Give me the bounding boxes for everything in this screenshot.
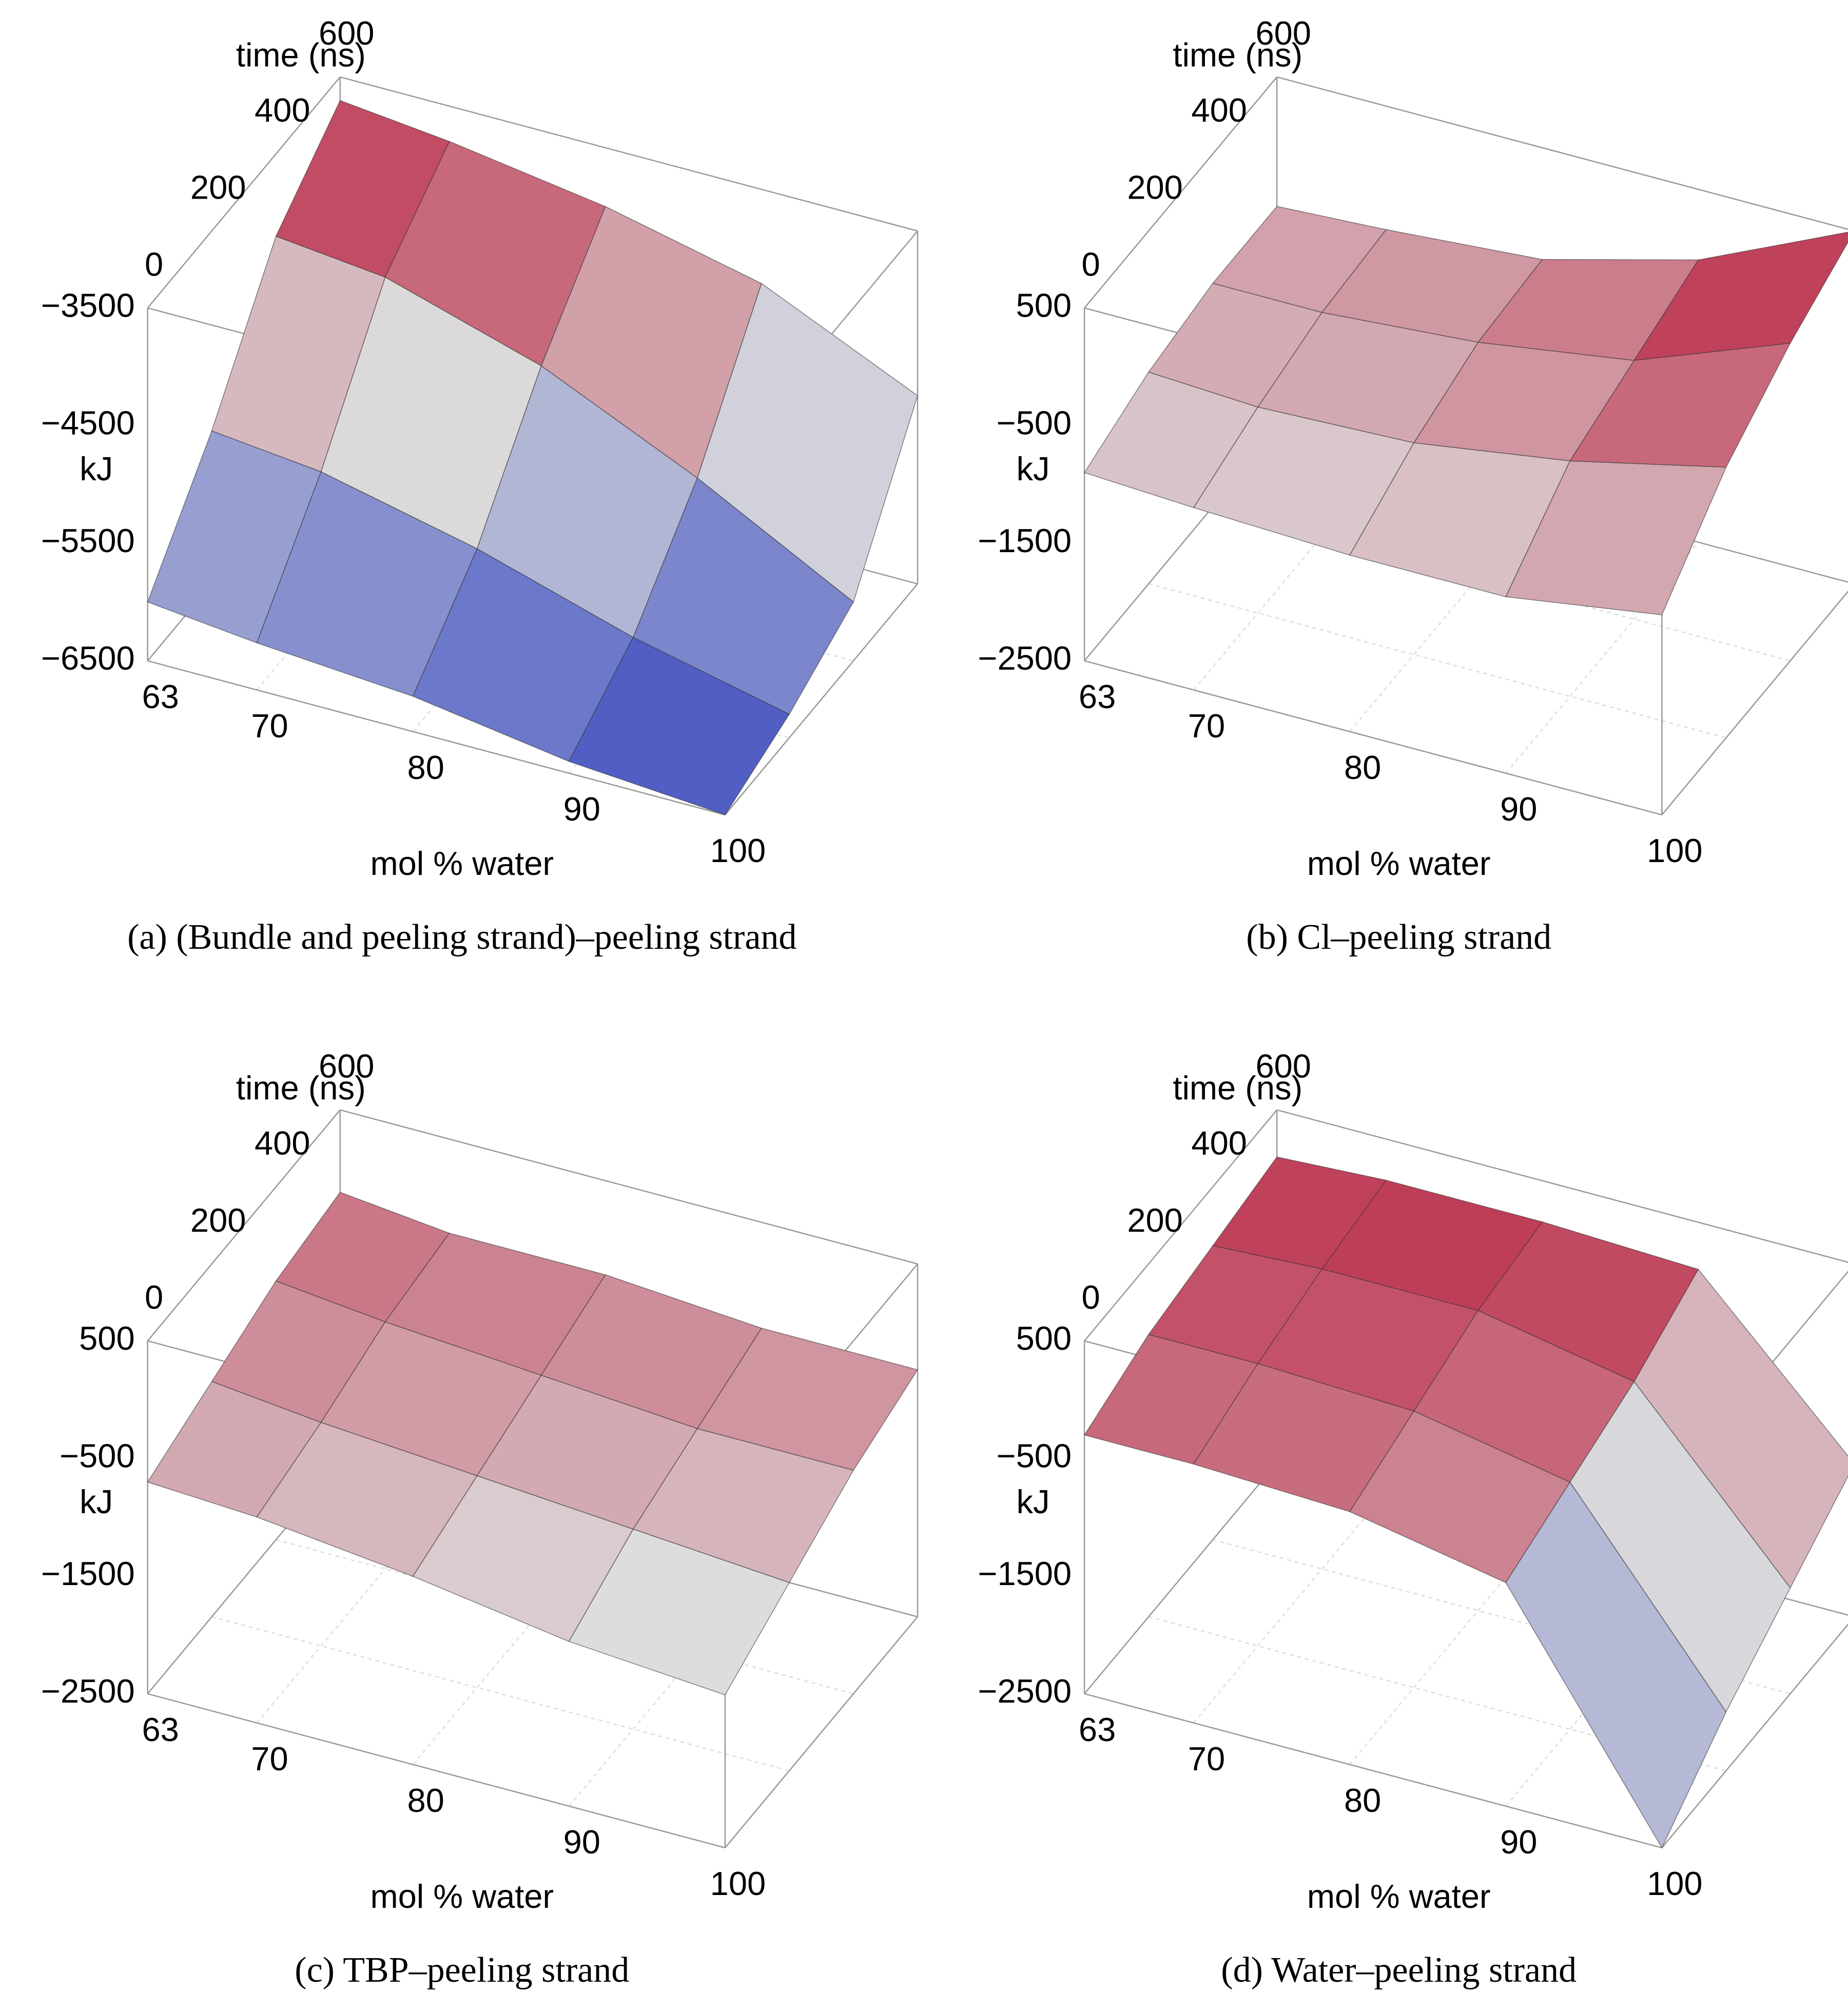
y-tick-label: 400 bbox=[1191, 91, 1247, 129]
y-axis-label: time (ns) bbox=[1173, 36, 1302, 74]
y-tick-label: 600 bbox=[1255, 14, 1311, 52]
z-tick-label: 500 bbox=[79, 1319, 134, 1357]
x-axis-label: mol % water bbox=[1307, 845, 1491, 882]
x-tick-label: 63 bbox=[1079, 678, 1116, 715]
box-edge bbox=[724, 583, 918, 815]
box-edge bbox=[147, 1693, 726, 1849]
x-tick-label: 63 bbox=[1079, 1711, 1116, 1748]
x-tick-label: 100 bbox=[710, 1865, 766, 1902]
z-tick-label: 500 bbox=[1016, 286, 1072, 324]
y-tick-label: 600 bbox=[319, 1047, 374, 1085]
x-tick-label: 63 bbox=[142, 1711, 179, 1748]
y-axis-label: time (ns) bbox=[236, 1069, 366, 1107]
box-edge bbox=[724, 1616, 918, 1848]
x-tick-label: 70 bbox=[251, 1740, 288, 1777]
x-tick-label: 100 bbox=[710, 832, 766, 869]
z-tick-label: −1500 bbox=[978, 1555, 1072, 1592]
y-tick-label: 400 bbox=[255, 91, 310, 129]
y-axis-label: time (ns) bbox=[1173, 1069, 1302, 1107]
y-tick-label: 600 bbox=[1255, 1047, 1311, 1085]
x-tick-label: 70 bbox=[1188, 707, 1225, 745]
x-tick-label: 70 bbox=[1188, 1740, 1225, 1777]
y-tick-label: 400 bbox=[1191, 1124, 1247, 1162]
caption: (c) TBP–peeling strand bbox=[295, 1950, 629, 1990]
y-tick-label: 400 bbox=[255, 1124, 310, 1162]
surface-patch bbox=[1505, 1481, 1727, 1849]
z-axis-label: kJ bbox=[80, 1483, 113, 1520]
z-tick-label: −2500 bbox=[978, 1672, 1072, 1710]
y-tick-label: 200 bbox=[190, 1201, 246, 1239]
y-tick-label: 0 bbox=[145, 1278, 163, 1316]
box-edge bbox=[1084, 76, 1278, 308]
x-tick-label: 90 bbox=[563, 1823, 600, 1861]
x-axis-label: mol % water bbox=[370, 1878, 554, 1915]
box-edge bbox=[1084, 1693, 1662, 1849]
grid-line bbox=[1661, 590, 1848, 815]
x-tick-label: 100 bbox=[1647, 832, 1702, 869]
z-tick-label: −2500 bbox=[978, 639, 1072, 677]
z-tick-label: 500 bbox=[1016, 1319, 1072, 1357]
x-tick-label: 90 bbox=[563, 790, 600, 828]
box-edge bbox=[147, 660, 726, 816]
caption: (a) (Bundle and peeling strand)–peeling … bbox=[127, 917, 796, 957]
x-tick-label: 100 bbox=[1647, 1865, 1702, 1902]
x-tick-label: 80 bbox=[1344, 1782, 1381, 1819]
z-axis-label: kJ bbox=[1017, 1483, 1050, 1520]
box-edge bbox=[1084, 1462, 1278, 1694]
y-tick-label: 0 bbox=[1082, 245, 1100, 283]
z-axis-label: kJ bbox=[1017, 450, 1050, 487]
x-tick-label: 63 bbox=[142, 678, 179, 715]
z-tick-label: −4500 bbox=[41, 404, 135, 442]
box-edge bbox=[1084, 660, 1662, 816]
z-tick-label: −500 bbox=[997, 1437, 1072, 1475]
z-axis-label: kJ bbox=[80, 450, 113, 487]
y-tick-label: 200 bbox=[190, 168, 246, 206]
x-tick-label: 80 bbox=[407, 749, 444, 786]
box-edge bbox=[1084, 1109, 1278, 1341]
surface-patch bbox=[568, 1529, 790, 1695]
x-axis-label: mol % water bbox=[370, 845, 554, 882]
y-tick-label: 200 bbox=[1127, 1201, 1182, 1239]
y-tick-label: 0 bbox=[1082, 1278, 1100, 1316]
caption: (d) Water–peeling strand bbox=[1221, 1950, 1577, 1990]
x-tick-label: 80 bbox=[407, 1782, 444, 1819]
z-tick-label: −6500 bbox=[41, 639, 135, 677]
box-edge bbox=[1276, 1109, 1848, 1263]
box-edge bbox=[147, 76, 341, 308]
y-tick-label: 0 bbox=[145, 245, 163, 283]
z-tick-label: −5500 bbox=[41, 522, 135, 559]
x-tick-label: 90 bbox=[1500, 790, 1537, 828]
surface-patch bbox=[568, 637, 790, 815]
box-edge bbox=[147, 1109, 341, 1341]
box-edge bbox=[1661, 590, 1848, 815]
z-tick-label: −500 bbox=[60, 1437, 134, 1475]
box-edge bbox=[1661, 1623, 1848, 1848]
y-axis-label: time (ns) bbox=[236, 36, 366, 74]
z-tick-label: −2500 bbox=[41, 1672, 135, 1710]
grid-line bbox=[1193, 1491, 1387, 1724]
caption: (b) Cl–peeling strand bbox=[1246, 917, 1551, 957]
box-edge bbox=[1276, 76, 1848, 230]
y-tick-label: 200 bbox=[1127, 168, 1182, 206]
surface-patch bbox=[1505, 460, 1727, 616]
y-tick-label: 600 bbox=[319, 14, 374, 52]
z-tick-label: −500 bbox=[997, 404, 1072, 442]
z-tick-label: −1500 bbox=[978, 522, 1072, 559]
x-tick-label: 80 bbox=[1344, 749, 1381, 786]
x-axis-label: mol % water bbox=[1307, 1878, 1491, 1915]
z-tick-label: −3500 bbox=[41, 286, 135, 324]
x-tick-label: 90 bbox=[1500, 1823, 1537, 1861]
z-tick-label: −1500 bbox=[41, 1555, 135, 1592]
box-edge bbox=[340, 76, 918, 232]
box-edge bbox=[340, 1109, 918, 1265]
x-tick-label: 70 bbox=[251, 707, 288, 745]
